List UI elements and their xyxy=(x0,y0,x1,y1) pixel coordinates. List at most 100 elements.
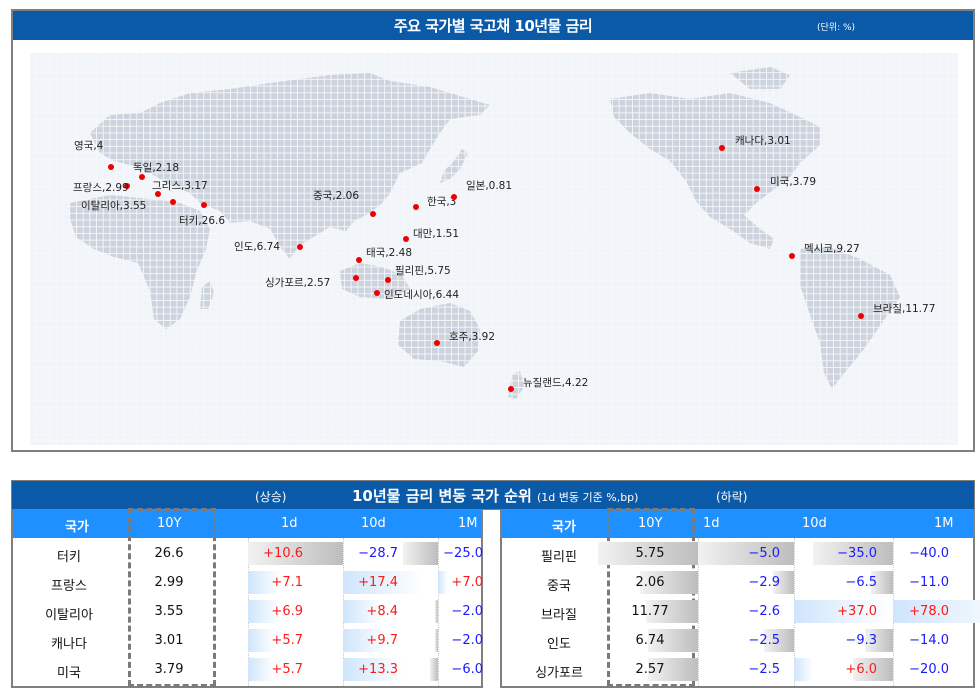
cell-d10: −35.0 xyxy=(837,546,877,561)
cell-country: 인도 xyxy=(547,637,571,652)
cell-d1: −2.9 xyxy=(748,575,780,590)
map-marker-label: 멕시코,9.27 xyxy=(804,243,860,255)
col-1m: 1M xyxy=(458,516,478,531)
cell-y10: 11.77 xyxy=(631,604,669,619)
cell-y10: 5.75 xyxy=(635,546,665,561)
10y-highlight-right xyxy=(213,508,216,686)
falling-table: 국가 10Y 1d 10d 1M 필리핀 5.75 −5.0 −35.0 −40.0 중국… xyxy=(500,508,980,688)
world-map-landmass xyxy=(30,53,958,445)
marker-dot-icon xyxy=(356,257,362,263)
table-row: 필리핀 5.75 −5.0 −35.0 −40.0 xyxy=(502,539,973,568)
cell-y10: 3.79 xyxy=(154,662,184,677)
databar-axis xyxy=(438,538,439,686)
data-bar xyxy=(403,542,438,565)
rising-label: (상승) xyxy=(255,490,287,504)
data-bar xyxy=(343,600,382,623)
data-bar xyxy=(648,629,698,652)
cell-m1: −2.0 xyxy=(451,604,483,619)
table-row: 싱가포르 2.57 −2.5 +6.0 −20.0 xyxy=(502,655,973,684)
rates-map-panel: 주요 국가별 국고채 10년물 금리 (단위: %) xyxy=(11,9,975,452)
col-10d: 10d xyxy=(361,516,386,531)
data-bar xyxy=(343,571,424,594)
map-marker-label: 브라질,11.77 xyxy=(873,303,936,315)
data-bar xyxy=(248,571,281,594)
map-marker-label: 캐나다,3.01 xyxy=(735,135,791,147)
data-bar xyxy=(435,629,438,652)
data-bar xyxy=(343,658,405,681)
data-bar xyxy=(893,600,980,623)
cell-d1: +6.9 xyxy=(271,604,303,619)
cell-country: 프랑스 xyxy=(51,579,87,594)
cell-country: 싱가포르 xyxy=(535,666,583,681)
marker-dot-icon xyxy=(413,204,419,210)
data-bar xyxy=(865,629,893,652)
cell-country: 브라질 xyxy=(541,608,577,623)
table-row: 브라질 11.77 −2.6 +37.0 +78.0 xyxy=(502,597,980,626)
table-row: 이탈리아 3.55 +6.9 +8.4 −2.0 xyxy=(13,597,483,626)
marker-dot-icon xyxy=(201,202,207,208)
10y-highlight-top xyxy=(607,508,695,511)
col-1d: 1d xyxy=(281,516,298,531)
col-10y: 10Y xyxy=(638,516,663,531)
table-row: 캐나다 3.01 +5.7 +9.7 −2.0 xyxy=(13,626,483,655)
marker-dot-icon xyxy=(754,186,760,192)
cell-country: 이탈리아 xyxy=(45,608,93,623)
table-row: 중국 2.06 −2.9 −6.5 −11.0 xyxy=(502,568,973,597)
table-row: 프랑스 2.99 +7.1 +17.4 +7.0 xyxy=(13,568,483,597)
cell-m1: +78.0 xyxy=(909,604,949,619)
data-bar xyxy=(429,658,438,681)
data-bar xyxy=(640,571,698,594)
map-marker-label: 중국,2.06 xyxy=(313,190,360,202)
cell-d1: −2.6 xyxy=(748,604,780,619)
col-country: 국가 xyxy=(552,520,576,535)
cell-d10: +8.4 xyxy=(366,604,398,619)
data-bar xyxy=(773,571,794,594)
data-bar xyxy=(248,600,280,623)
cell-d1: +5.7 xyxy=(271,662,303,677)
cell-y10: 3.01 xyxy=(154,633,184,648)
cell-d10: +17.4 xyxy=(358,575,398,590)
rate-change-ranking: (상승) 10년물 금리 변동 국가 순위 (1d 변동 기준 %,bp) (하… xyxy=(11,480,980,690)
data-bar xyxy=(598,542,698,565)
cell-country: 필리핀 xyxy=(541,550,577,565)
marker-dot-icon xyxy=(385,277,391,283)
map-marker-label: 그리스,3.17 xyxy=(152,180,208,192)
map-marker-label: 싱가포르,2.57 xyxy=(265,277,331,289)
10y-highlight-right xyxy=(692,508,695,686)
map-marker-label: 이탈리아,3.55 xyxy=(81,200,147,212)
marker-dot-icon xyxy=(858,313,864,319)
cell-y10: 2.57 xyxy=(635,662,665,677)
marker-dot-icon xyxy=(508,386,514,392)
falling-label: (하락) xyxy=(716,490,748,504)
cell-d10: +6.0 xyxy=(845,662,877,677)
world-map: 영국,4 독일,2.18 프랑스,2.99 그리스,3.17 이탈리아,3.55 터키,2… xyxy=(30,53,958,445)
cell-d1: +7.1 xyxy=(271,575,303,590)
cell-m1: −2.0 xyxy=(451,633,483,648)
cell-d1: −2.5 xyxy=(748,662,780,677)
marker-dot-icon xyxy=(434,340,440,346)
ranking-header: (상승) 10년물 금리 변동 국가 순위 (1d 변동 기준 %,bp) (하… xyxy=(11,480,975,510)
map-marker-label: 필리핀,5.75 xyxy=(395,265,451,277)
map-marker-label: 태국,2.48 xyxy=(366,247,413,259)
data-bar xyxy=(648,658,698,681)
cell-y10: 3.55 xyxy=(154,604,184,619)
data-bar xyxy=(853,658,893,681)
marker-dot-icon xyxy=(403,236,409,242)
map-title: 주요 국가별 국고채 10년물 금리 xyxy=(393,17,593,35)
ranking-title-text: 10년물 금리 변동 국가 순위 xyxy=(352,487,532,505)
map-marker-label: 대만,1.51 xyxy=(413,228,460,240)
cell-d10: +9.7 xyxy=(366,633,398,648)
map-marker-label: 호주,3.92 xyxy=(449,331,496,343)
cell-d1: +5.7 xyxy=(271,633,303,648)
10y-highlight-bottom xyxy=(128,684,216,687)
marker-dot-icon xyxy=(719,145,725,151)
col-10d: 10d xyxy=(802,516,827,531)
marker-dot-icon xyxy=(370,211,376,217)
map-marker-label: 미국,3.79 xyxy=(770,176,817,188)
cell-d10: −28.7 xyxy=(358,546,398,561)
data-bar xyxy=(248,658,275,681)
table-row: 미국 3.79 +5.7 +13.3 −6.0 xyxy=(13,655,483,684)
marker-dot-icon xyxy=(374,290,380,296)
data-bar xyxy=(794,658,814,681)
marker-dot-icon xyxy=(108,164,114,170)
